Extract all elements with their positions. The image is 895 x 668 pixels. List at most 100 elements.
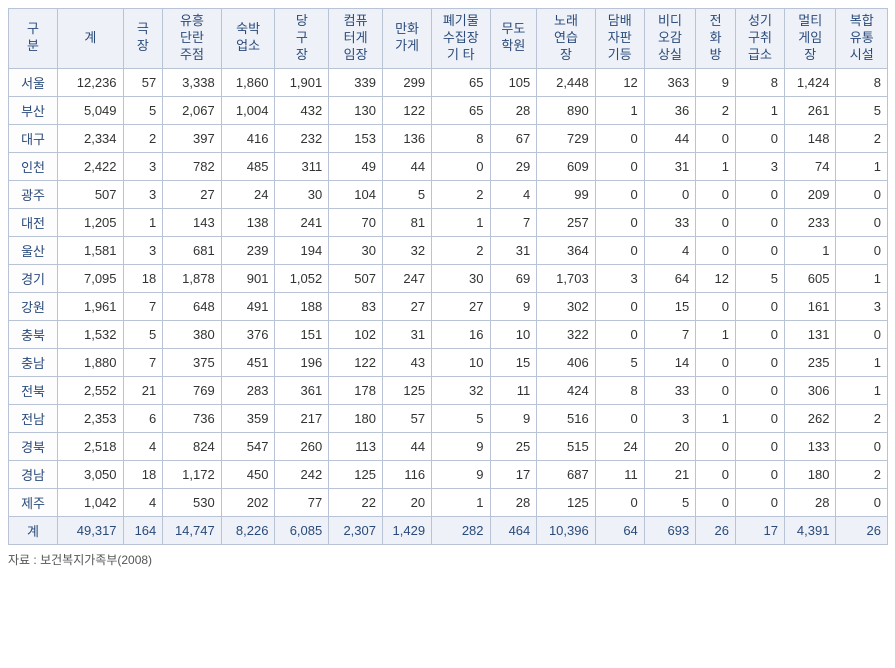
data-cell: 113: [329, 432, 383, 460]
data-cell: 18: [123, 264, 163, 292]
col-header: 폐기물수집장기 타: [432, 9, 490, 69]
data-cell: 0: [696, 124, 736, 152]
region-cell: 경북: [9, 432, 58, 460]
data-cell: 27: [432, 292, 490, 320]
data-cell: 361: [275, 376, 329, 404]
data-cell: 178: [329, 376, 383, 404]
data-cell: 0: [735, 404, 784, 432]
data-cell: 125: [329, 460, 383, 488]
data-cell: 5: [383, 180, 432, 208]
data-cell: 687: [537, 460, 595, 488]
data-cell: 0: [735, 432, 784, 460]
col-header: 복합유통시설: [836, 9, 888, 69]
data-cell: 0: [735, 348, 784, 376]
region-cell: 제주: [9, 488, 58, 516]
table-row: 대구2,3342397416232153136867729044001482: [9, 124, 888, 152]
data-cell: 29: [490, 152, 537, 180]
data-cell: 901: [221, 264, 275, 292]
data-cell: 9: [490, 404, 537, 432]
data-cell: 2: [836, 404, 888, 432]
data-cell: 1,042: [58, 488, 123, 516]
table-row: 전북2,552217692833611781253211424833003061: [9, 376, 888, 404]
data-cell: 406: [537, 348, 595, 376]
data-cell: 7: [123, 348, 163, 376]
data-cell: 5,049: [58, 96, 123, 124]
data-cell: 257: [537, 208, 595, 236]
data-cell: 30: [329, 236, 383, 264]
data-cell: 247: [383, 264, 432, 292]
data-cell: 44: [383, 432, 432, 460]
data-cell: 24: [221, 180, 275, 208]
data-cell: 14: [644, 348, 695, 376]
col-header: 만화가게: [383, 9, 432, 69]
col-header: 구분: [9, 9, 58, 69]
data-cell: 0: [696, 292, 736, 320]
data-cell: 10: [490, 320, 537, 348]
table-header: 구분계극장유흥단란주점숙박업소당구장컴퓨터게임장만화가게폐기물수집장기 타무도학…: [9, 9, 888, 69]
data-cell: 4: [644, 236, 695, 264]
data-cell: 2,552: [58, 376, 123, 404]
data-cell: 0: [595, 124, 644, 152]
data-cell: 0: [696, 488, 736, 516]
data-cell: 31: [490, 236, 537, 264]
data-cell: 322: [537, 320, 595, 348]
data-cell: 0: [735, 460, 784, 488]
data-cell: 2: [836, 460, 888, 488]
data-cell: 3: [595, 264, 644, 292]
data-cell: 28: [490, 96, 537, 124]
data-cell: 36: [644, 96, 695, 124]
data-cell: 693: [644, 516, 695, 544]
data-cell: 0: [735, 124, 784, 152]
data-cell: 2,422: [58, 152, 123, 180]
data-cell: 306: [785, 376, 836, 404]
data-cell: 22: [329, 488, 383, 516]
data-cell: 9: [696, 68, 736, 96]
data-table: 구분계극장유흥단란주점숙박업소당구장컴퓨터게임장만화가게폐기물수집장기 타무도학…: [8, 8, 888, 545]
data-cell: 2,334: [58, 124, 123, 152]
data-cell: 0: [644, 180, 695, 208]
table-row: 인천2,4223782485311494402960903113741: [9, 152, 888, 180]
data-cell: 339: [329, 68, 383, 96]
data-cell: 8,226: [221, 516, 275, 544]
data-cell: 232: [275, 124, 329, 152]
data-cell: 507: [58, 180, 123, 208]
data-cell: 136: [383, 124, 432, 152]
data-cell: 0: [836, 320, 888, 348]
data-cell: 3: [735, 152, 784, 180]
data-cell: 424: [537, 376, 595, 404]
data-cell: 782: [163, 152, 221, 180]
data-cell: 122: [329, 348, 383, 376]
data-cell: 8: [432, 124, 490, 152]
data-cell: 6: [123, 404, 163, 432]
data-cell: 194: [275, 236, 329, 264]
data-cell: 0: [836, 488, 888, 516]
data-cell: 151: [275, 320, 329, 348]
data-cell: 1: [735, 96, 784, 124]
data-cell: 302: [537, 292, 595, 320]
data-cell: 161: [785, 292, 836, 320]
data-cell: 363: [644, 68, 695, 96]
data-cell: 9: [432, 460, 490, 488]
table-row: 경기7,095181,8789011,05250724730691,703364…: [9, 264, 888, 292]
data-cell: 605: [785, 264, 836, 292]
data-cell: 33: [644, 376, 695, 404]
data-cell: 1,961: [58, 292, 123, 320]
data-cell: 376: [221, 320, 275, 348]
table-row: 경남3,050181,17245024212511691768711210018…: [9, 460, 888, 488]
data-cell: 1,004: [221, 96, 275, 124]
data-cell: 0: [595, 180, 644, 208]
data-cell: 3: [123, 152, 163, 180]
data-cell: 6,085: [275, 516, 329, 544]
data-cell: 2,307: [329, 516, 383, 544]
data-cell: 17: [490, 460, 537, 488]
data-cell: 12: [696, 264, 736, 292]
data-cell: 491: [221, 292, 275, 320]
data-cell: 3: [123, 236, 163, 264]
data-cell: 15: [490, 348, 537, 376]
data-cell: 1,880: [58, 348, 123, 376]
data-cell: 5: [432, 404, 490, 432]
col-header: 숙박업소: [221, 9, 275, 69]
data-cell: 2: [123, 124, 163, 152]
data-cell: 0: [696, 460, 736, 488]
col-header: 극장: [123, 9, 163, 69]
